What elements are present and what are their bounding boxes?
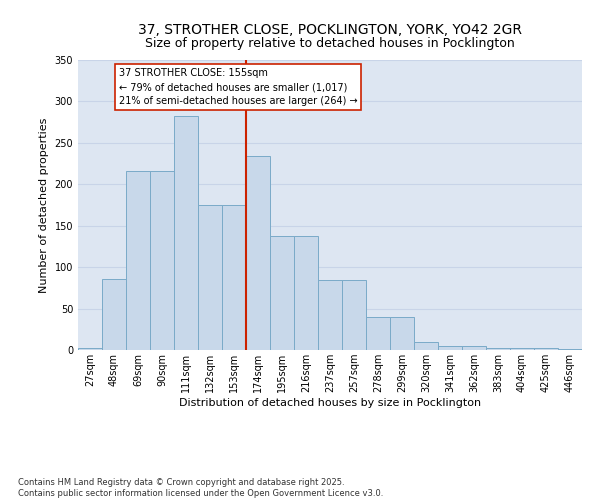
Bar xyxy=(486,348,510,350)
Bar xyxy=(294,236,318,350)
Text: Contains HM Land Registry data © Crown copyright and database right 2025.
Contai: Contains HM Land Registry data © Crown c… xyxy=(18,478,383,498)
X-axis label: Distribution of detached houses by size in Pocklington: Distribution of detached houses by size … xyxy=(179,398,481,408)
Bar xyxy=(438,346,462,350)
Y-axis label: Number of detached properties: Number of detached properties xyxy=(39,118,49,292)
Bar xyxy=(222,205,246,350)
Bar xyxy=(342,280,366,350)
Bar xyxy=(246,156,270,350)
Bar xyxy=(198,205,222,350)
Bar xyxy=(366,317,390,350)
Text: 37, STROTHER CLOSE, POCKLINGTON, YORK, YO42 2GR: 37, STROTHER CLOSE, POCKLINGTON, YORK, Y… xyxy=(138,22,522,36)
Bar xyxy=(414,342,438,350)
Bar xyxy=(126,171,150,350)
Bar xyxy=(318,280,342,350)
Bar xyxy=(174,116,198,350)
Bar xyxy=(270,236,294,350)
Bar xyxy=(102,278,126,350)
Text: 37 STROTHER CLOSE: 155sqm
← 79% of detached houses are smaller (1,017)
21% of se: 37 STROTHER CLOSE: 155sqm ← 79% of detac… xyxy=(119,68,358,106)
Bar xyxy=(390,317,414,350)
Text: Size of property relative to detached houses in Pocklington: Size of property relative to detached ho… xyxy=(145,38,515,51)
Bar xyxy=(510,348,534,350)
Bar xyxy=(462,346,486,350)
Bar xyxy=(534,348,558,350)
Bar xyxy=(150,171,174,350)
Bar xyxy=(78,348,102,350)
Bar xyxy=(558,349,582,350)
